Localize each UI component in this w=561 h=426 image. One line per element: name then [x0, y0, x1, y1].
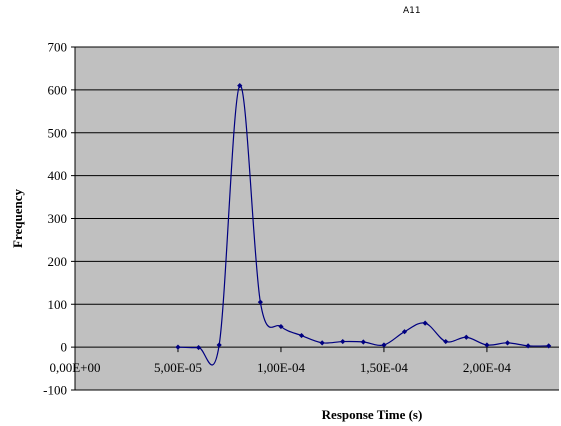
y-tick-label: 200: [48, 254, 68, 269]
data-point: [340, 338, 346, 345]
x-tick-label: 0,00E+00: [49, 360, 100, 375]
y-tick-label: 700: [48, 40, 68, 55]
header-label: A11: [403, 6, 421, 16]
data-point: [381, 342, 387, 348]
data-point: [422, 320, 428, 326]
y-tick-label: 600: [48, 82, 68, 97]
y-tick-label: 300: [48, 211, 68, 226]
data-point: [319, 340, 325, 346]
y-axis-title: Frequency: [10, 189, 25, 248]
data-point: [257, 299, 263, 305]
data-point: [195, 344, 202, 351]
y-tick-label: 500: [48, 125, 68, 140]
x-axis-title: Response Time (s): [322, 407, 423, 422]
data-point: [463, 334, 469, 340]
y-tick-label: 0: [61, 340, 68, 355]
y-tick-label: 400: [48, 168, 68, 183]
x-tick-label: 1,00E-04: [257, 360, 306, 375]
data-point: [504, 340, 511, 346]
data-point: [216, 342, 222, 348]
data-point: [443, 338, 449, 345]
data-point: [237, 82, 243, 89]
x-tick-label: 2,00E-04: [463, 360, 512, 375]
data-point: [546, 343, 552, 349]
y-tick-label: 100: [48, 297, 68, 312]
data-point: [401, 329, 408, 335]
data-point: [298, 332, 305, 339]
data-point: [175, 344, 181, 350]
data-point: [360, 339, 366, 345]
y-tick-label: -100: [43, 383, 67, 398]
data-point: [278, 323, 284, 330]
data-point: [525, 343, 531, 349]
data-point: [484, 342, 490, 348]
x-tick-label: 5,00E-05: [154, 360, 202, 375]
x-tick-label: 1,50E-04: [360, 360, 409, 375]
plot-area: -100 0 100 200 300 400 500 600 700 0,00E+00 5,00E-…: [43, 40, 559, 398]
